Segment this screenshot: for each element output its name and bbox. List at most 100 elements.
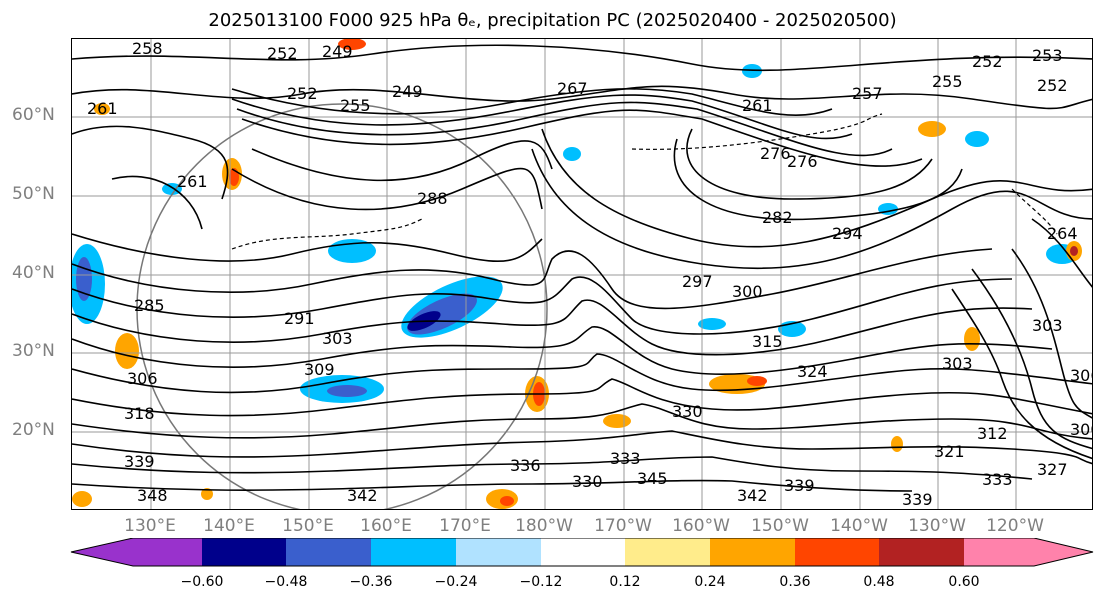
precip-pos-blob xyxy=(338,39,366,50)
lon-label-130w: 130°W xyxy=(908,516,966,536)
colorbar-cell xyxy=(71,538,133,566)
contour-label: 303 xyxy=(942,354,973,373)
lon-label-160w: 160°W xyxy=(672,516,730,536)
map-title: 2025013100 F000 925 hPa θₑ, precipitatio… xyxy=(208,10,897,31)
precip-neg-blob xyxy=(698,318,726,330)
lat-label-40n: 40°N xyxy=(12,263,55,283)
precip-pos-blob xyxy=(500,496,514,506)
contour-label: 324 xyxy=(797,362,828,381)
lon-label-140e: 140°E xyxy=(203,516,255,536)
lon-label-120w: 120°W xyxy=(986,516,1044,536)
contour-label: 342 xyxy=(347,486,378,505)
contour-label: 327 xyxy=(1037,460,1068,479)
colorbar-tick: 0.36 xyxy=(779,574,811,590)
precip-pos-blob xyxy=(747,376,767,386)
lon-label-130e: 130°E xyxy=(124,516,176,536)
contour-label: 336 xyxy=(510,456,541,475)
contour-label: 252 xyxy=(972,52,1003,71)
colorbar-tick: −0.12 xyxy=(519,574,563,590)
contour-label: 345 xyxy=(637,469,668,488)
coastlines xyxy=(231,113,1058,250)
lat-label-50n: 50°N xyxy=(12,184,55,204)
graticule xyxy=(72,39,1092,509)
precip-pos-blob xyxy=(1070,246,1078,256)
colorbar-cell xyxy=(202,538,286,566)
colorbar-cell xyxy=(879,538,964,566)
precip-pos-blob xyxy=(201,488,213,500)
contour-label: 288 xyxy=(417,189,448,208)
contour-label: 261 xyxy=(177,172,208,191)
contour-label: 339 xyxy=(784,476,815,495)
contour-label: 321 xyxy=(934,442,965,461)
contour-label: 267 xyxy=(557,79,588,98)
contour-label: 252 xyxy=(1037,76,1068,95)
contour-label: 306 xyxy=(127,369,158,388)
lat-label-60n: 60°N xyxy=(12,105,55,125)
contour-label: 300 xyxy=(732,282,763,301)
colorbar-tick: −0.36 xyxy=(349,574,393,590)
contour-label: 261 xyxy=(742,96,773,115)
contour-label: 342 xyxy=(737,486,768,505)
lon-label-150w: 150°W xyxy=(751,516,809,536)
contour-label: 252 xyxy=(287,84,318,103)
precip-pos-blob xyxy=(891,436,903,452)
precip-neg-blob xyxy=(327,385,367,397)
contour-labels: 258 252 249 252 255 249 261 267 261 276 … xyxy=(87,39,1093,509)
colorbar-tick: −0.60 xyxy=(180,574,224,590)
contour-label: 333 xyxy=(610,449,641,468)
contour-label: 282 xyxy=(762,208,793,227)
precip-pos-blob xyxy=(94,103,110,115)
map-panel: 258 252 249 252 255 249 261 267 261 276 … xyxy=(71,38,1093,510)
contour-label: 249 xyxy=(322,42,353,61)
precip-shading xyxy=(72,39,1082,509)
lon-label-140w: 140°W xyxy=(830,516,888,536)
precip-neg-blob xyxy=(162,183,182,195)
contour-label: 318 xyxy=(124,404,155,423)
lat-label-30n: 30°N xyxy=(12,341,55,361)
colorbar-tick: 0.48 xyxy=(863,574,895,590)
theta-e-contours xyxy=(72,44,1092,492)
contour-label: 252 xyxy=(267,44,298,63)
colorbar-cell xyxy=(964,538,1034,566)
colorbar-cell xyxy=(286,538,371,566)
precip-pos-blob xyxy=(72,491,92,507)
colorbar-cell xyxy=(371,538,456,566)
contour-label: 330 xyxy=(572,472,603,491)
lon-label-170w: 170°W xyxy=(594,516,652,536)
contour-label: 253 xyxy=(1032,46,1063,65)
contour-label: 303 xyxy=(1032,316,1063,335)
contour-label: 300 xyxy=(1070,420,1093,439)
contour-label: 291 xyxy=(284,309,315,328)
lat-label-20n: 20°N xyxy=(12,420,55,440)
lon-label-180w: 180°W xyxy=(515,516,573,536)
contour-label: 264 xyxy=(1047,224,1078,243)
contour-label: 255 xyxy=(932,72,963,91)
contour-label: 255 xyxy=(340,96,371,115)
lon-label-170e: 170°E xyxy=(439,516,491,536)
contour-label: 309 xyxy=(304,360,335,379)
precip-neg-blob xyxy=(563,147,581,161)
precip-neg-blob xyxy=(965,131,989,147)
contour-label: 257 xyxy=(852,84,883,103)
contour-label: 339 xyxy=(124,452,155,471)
map-canvas: 258 252 249 252 255 249 261 267 261 276 … xyxy=(72,39,1093,509)
colorbar-cell xyxy=(795,538,879,566)
contour-label: 249 xyxy=(392,82,423,101)
colorbar-tick: −0.48 xyxy=(264,574,308,590)
contour-label: 348 xyxy=(137,486,168,505)
precip-pos-blob xyxy=(603,414,631,428)
contour-label: 306 xyxy=(1070,366,1093,385)
range-circle xyxy=(136,103,548,509)
lon-label-160e: 160°E xyxy=(360,516,412,536)
precip-pos-blob xyxy=(918,121,946,137)
precip-neg-blob xyxy=(76,257,92,301)
colorbar-cell xyxy=(456,538,541,566)
colorbar-cell xyxy=(1034,538,1093,566)
contour-label: 294 xyxy=(832,224,863,243)
colorbar-cell xyxy=(541,538,625,566)
contour-label: 315 xyxy=(752,332,783,351)
contour-label: 285 xyxy=(134,296,165,315)
colorbar-cell xyxy=(710,538,795,566)
colorbar-cell xyxy=(625,538,710,566)
lon-label-150e: 150°E xyxy=(282,516,334,536)
